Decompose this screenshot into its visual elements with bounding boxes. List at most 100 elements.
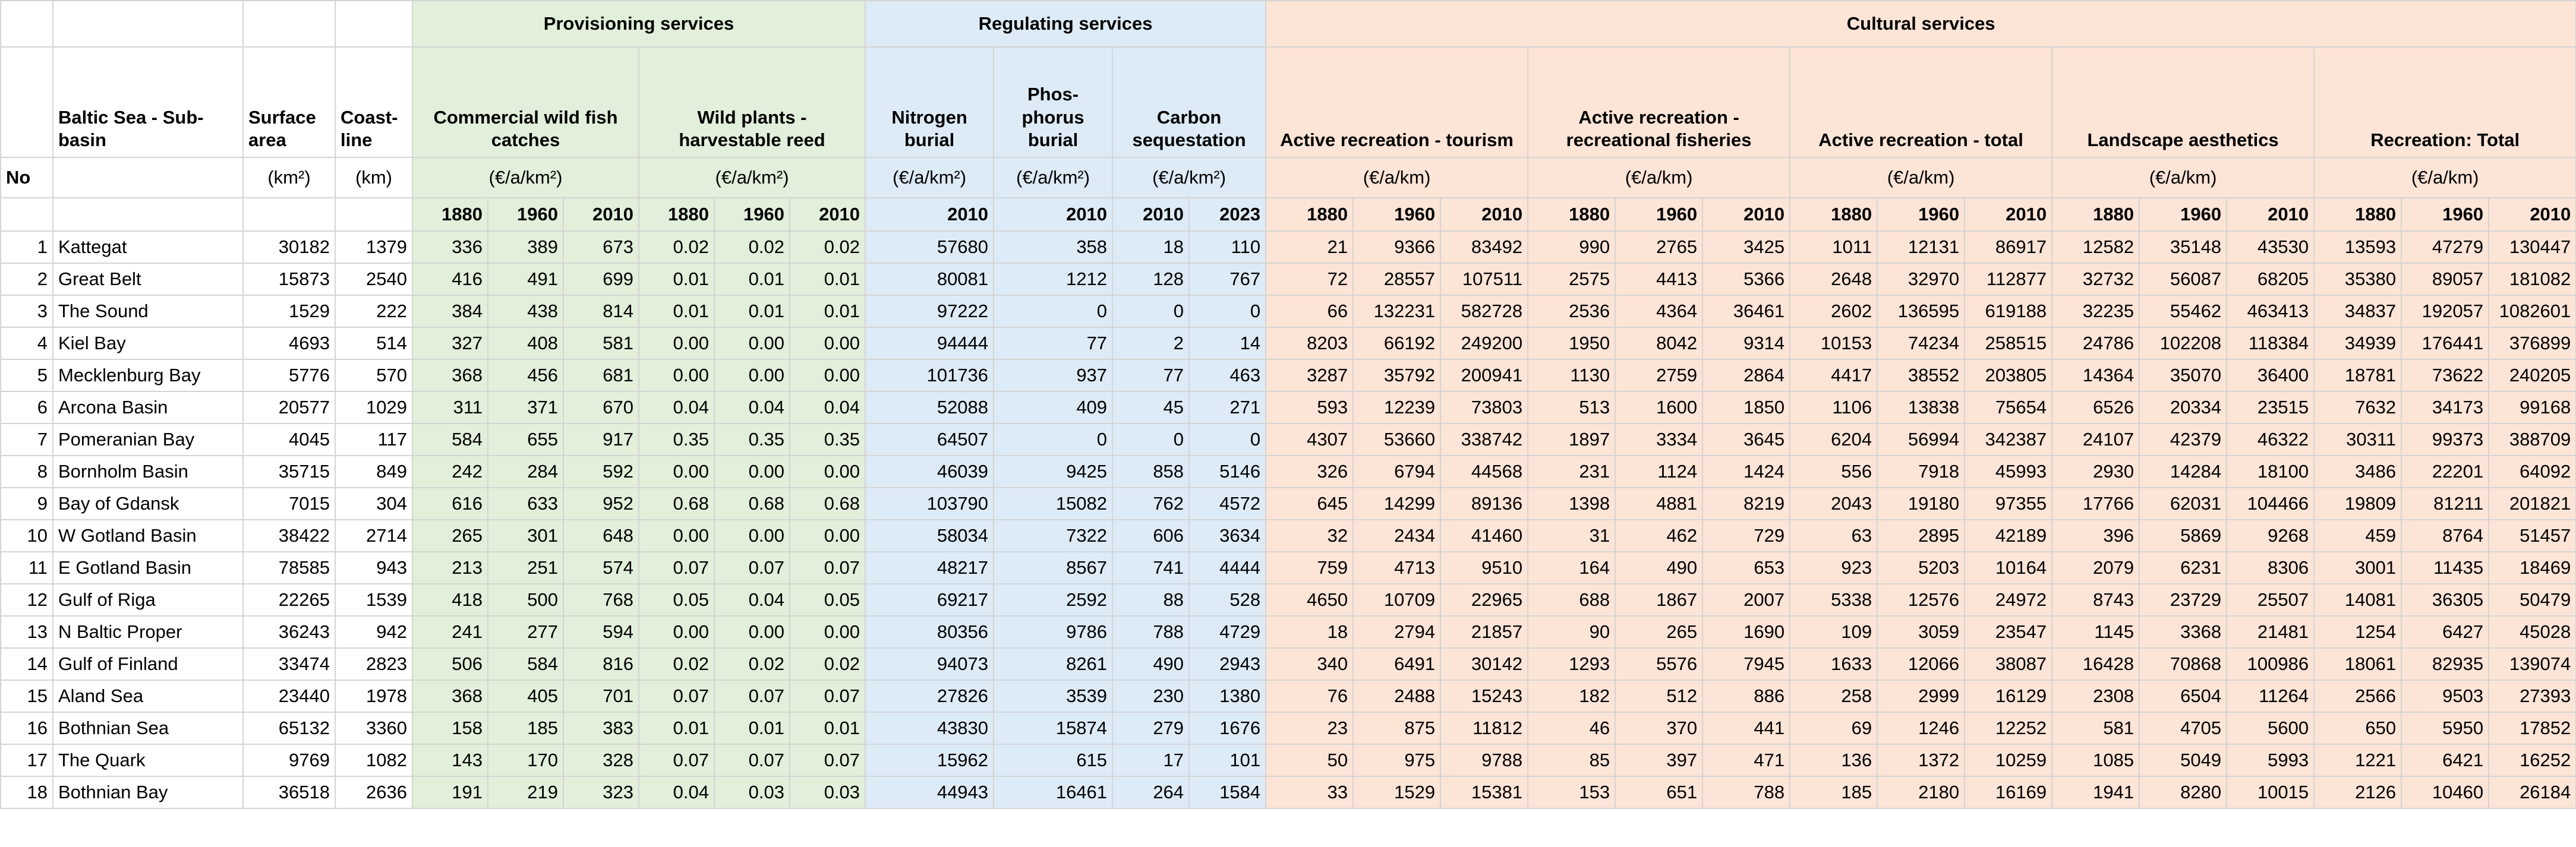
value: 36400 [2226,359,2315,392]
value: 4729 [1188,615,1267,649]
value: 17 [1112,744,1190,777]
value: 0.03 [789,776,866,809]
unit: (€/a/km²) [638,157,866,198]
value: 219 [487,776,564,809]
value: 18469 [2488,551,2576,584]
group-header: Cultural services [1265,0,2576,48]
value: 31 [1527,519,1616,552]
value: 2540 [335,263,413,296]
value: 76 [1265,680,1354,713]
sub-basin-name: Bay of Gdansk [52,487,244,520]
value: 328 [563,744,639,777]
value: 73803 [1440,391,1529,424]
sub-basin-name: Bothnian Bay [52,776,244,809]
value: 16169 [1964,776,2053,809]
value: 1529 [242,295,336,328]
row-number: 14 [0,647,53,681]
value: 8306 [2226,551,2315,584]
value: 0.04 [714,583,790,617]
value: 1293 [1527,647,1616,681]
value: 0.00 [638,327,715,360]
value: 284 [487,455,564,488]
value: 0.07 [789,744,866,777]
value: 3334 [1615,423,1704,456]
value: 34939 [2313,327,2402,360]
value: 16461 [993,776,1114,809]
value: 4650 [1265,583,1354,617]
value: 3645 [1702,423,1791,456]
value: 143 [412,744,488,777]
value: 0 [993,295,1114,328]
value: 4881 [1615,487,1704,520]
value: 1124 [1615,455,1704,488]
value: 655 [487,423,564,456]
value: 27826 [865,680,995,713]
unit: (€/a/km) [1789,157,2053,198]
row-number: 10 [0,519,53,552]
value: 4705 [2139,712,2228,745]
value: 0.07 [638,744,715,777]
value: 8042 [1615,327,1704,360]
value: 99168 [2488,391,2576,424]
value: 46039 [865,455,995,488]
value: 514 [335,327,413,360]
sub-basin-name: Gulf of Finland [52,647,244,681]
value: 20577 [242,391,336,424]
unit: (km²) [242,157,336,198]
value: 886 [1702,680,1791,713]
value: 6794 [1352,455,1442,488]
value: 0.00 [714,455,790,488]
value: 388709 [2488,423,2576,456]
value: 1130 [1527,359,1616,392]
value: 3539 [993,680,1114,713]
empty-cell [0,0,53,48]
value: 15243 [1440,680,1529,713]
value: 6491 [1352,647,1442,681]
value: 875 [1352,712,1442,745]
year: 2010 [1440,197,1529,232]
value: 100986 [2226,647,2315,681]
sub-basin-name: Aland Sea [52,680,244,713]
empty-cell [335,0,413,48]
value: 942 [335,615,413,649]
value: 63 [1789,519,1878,552]
value: 701 [563,680,639,713]
value: 185 [1789,776,1878,809]
value: 89136 [1440,487,1529,520]
value: 816 [563,647,639,681]
value: 699 [563,263,639,296]
value: 581 [563,327,639,360]
value: 28557 [1352,263,1442,296]
value: 1212 [993,263,1114,296]
value: 326 [1265,455,1354,488]
value: 5600 [2226,712,2315,745]
sub-basin-name: Kiel Bay [52,327,244,360]
value: 2714 [335,519,413,552]
year: 1960 [1352,197,1442,232]
data-row: 5 Mecklenburg Bay 5776 570 368 456 681 0.00 0.00… [0,359,2576,392]
value: 681 [563,359,639,392]
value: 69217 [865,583,995,617]
unit: (€/a/km²) [412,157,639,198]
value: 1539 [335,583,413,617]
value: 42189 [1964,519,2053,552]
column-name: Surface area [242,46,336,158]
value: 158 [412,712,488,745]
year: 1880 [638,197,715,232]
value: 185 [487,712,564,745]
value: 22265 [242,583,336,617]
value: 50479 [2488,583,2576,617]
value: 0.02 [789,230,866,264]
value: 36305 [2401,583,2490,617]
row-number-header: No [0,157,53,198]
value: 9788 [1440,744,1529,777]
value: 23440 [242,680,336,713]
value: 11435 [2401,551,2490,584]
value: 408 [487,327,564,360]
value: 4364 [1615,295,1704,328]
value: 506 [412,647,488,681]
value: 491 [487,263,564,296]
value: 371 [487,391,564,424]
value: 50 [1265,744,1354,777]
value: 0.01 [789,295,866,328]
